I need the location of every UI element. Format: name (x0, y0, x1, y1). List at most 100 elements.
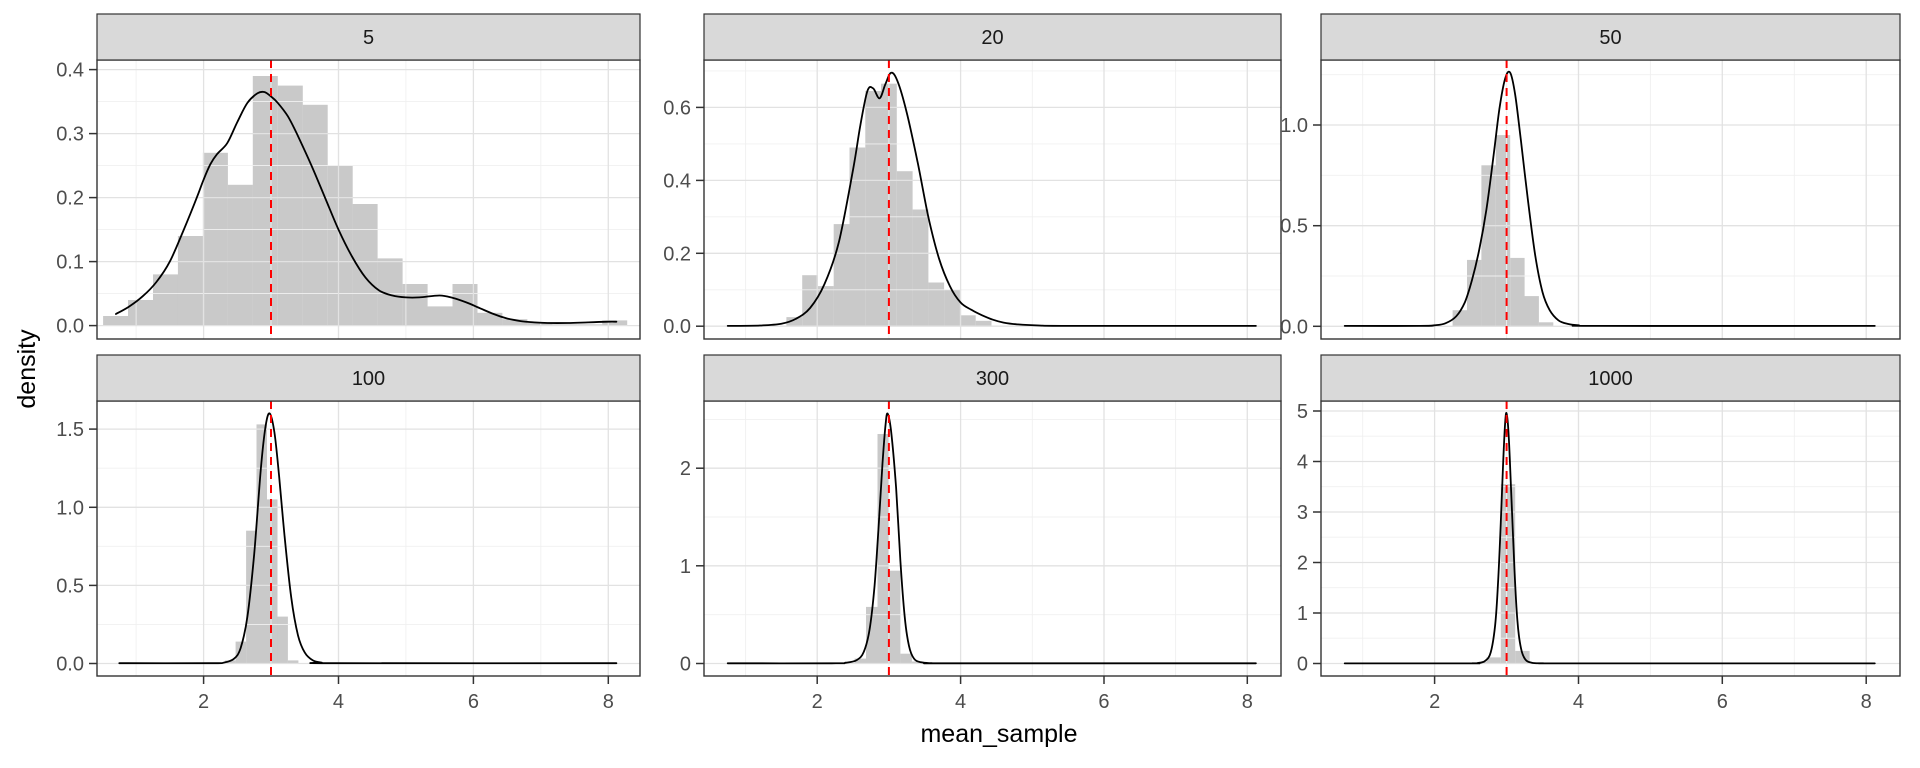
tick-label: 8 (603, 691, 614, 713)
panel-background (97, 401, 640, 676)
tick-label: 0.0 (56, 316, 84, 338)
histogram-bar (602, 320, 628, 326)
panel-background (704, 60, 1281, 339)
histogram-bar (246, 530, 257, 664)
histogram-bar (1486, 657, 1501, 664)
facet-strip-label: 5 (363, 27, 374, 49)
tick-label: 0.6 (663, 97, 691, 119)
tick-label: 0.5 (1280, 216, 1308, 238)
histogram-bar (1452, 310, 1467, 327)
facet-strip (703, 354, 1282, 402)
tick-label: 0.2 (663, 243, 691, 265)
histogram-bar (1481, 165, 1496, 327)
histogram-bar (786, 317, 803, 327)
histogram-bar (302, 104, 328, 326)
histogram-bar (225, 660, 236, 664)
histogram-bar (1524, 296, 1539, 327)
tick-label: 4 (333, 691, 344, 713)
facet-strip (96, 13, 641, 61)
tick-label: 8 (1861, 691, 1872, 713)
density-curve (118, 412, 618, 665)
histogram-bar (854, 658, 866, 664)
histogram-bar (877, 434, 889, 664)
facet-50: 50 0.0 0.5 1.0 (1280, 13, 1901, 340)
histogram-bar (975, 320, 992, 327)
histogram-bar (327, 165, 353, 326)
histogram-bar (833, 224, 850, 327)
histogram-bar (252, 76, 278, 326)
tick-label: 2 (1429, 691, 1440, 713)
histogram-bar (427, 306, 453, 326)
panel-background (1321, 401, 1900, 676)
histogram-bar (527, 323, 553, 326)
facet-strip (1320, 354, 1901, 402)
histogram-bar (287, 660, 299, 664)
histogram-bar (888, 570, 901, 664)
histogram-bar (959, 315, 976, 327)
tick-label: 0.2 (56, 188, 84, 210)
facet-5: 5 0.0 0.1 0.2 0.3 0.4 (56, 13, 641, 340)
tick-label: 0.0 (56, 654, 84, 676)
density-curve (1343, 70, 1876, 327)
histogram-bar (177, 236, 203, 326)
histogram-bar (577, 324, 603, 326)
histogram-bar (103, 316, 129, 326)
histogram-bar (900, 653, 912, 664)
facet-strip-label: 20 (981, 27, 1003, 49)
facet-strip-label: 100 (352, 368, 385, 390)
histogram-bar (865, 91, 882, 327)
tick-label: 1.0 (1280, 115, 1308, 137)
tick-label: 5 (1297, 401, 1308, 423)
tick-label: 4 (955, 691, 966, 713)
tick-label: 2 (198, 691, 209, 713)
histogram-bar (912, 209, 929, 327)
tick-label: 1.0 (56, 497, 84, 519)
facet-1000: 1000 0 1 2 3 4 5 2 4 6 8 (1297, 354, 1901, 713)
facet-100: 100 0.0 0.5 1.0 1.5 2 4 6 8 (56, 354, 641, 713)
tick-label: 0 (680, 654, 691, 676)
density-curve (115, 90, 618, 324)
tick-label: 6 (1098, 691, 1109, 713)
tick-label: 0.4 (56, 60, 84, 82)
facet-300: 300 0 1 2 2 4 6 8 (680, 354, 1282, 713)
tick-label: 0.0 (663, 316, 691, 338)
facet-20: 20 0.0 0.2 0.4 0.6 (663, 13, 1282, 340)
histogram-bar (402, 284, 428, 326)
facet-strip-label: 300 (976, 368, 1009, 390)
tick-label: 0.0 (1280, 316, 1308, 338)
histogram-bar (911, 661, 924, 664)
tick-label: 0.3 (56, 124, 84, 146)
histogram-bar (1495, 135, 1511, 327)
tick-label: 4 (1573, 691, 1584, 713)
tick-label: 0.4 (663, 170, 691, 192)
x-axis-title: mean_sample (920, 720, 1078, 748)
tick-label: 1 (680, 556, 691, 578)
histogram-bar (1510, 257, 1525, 327)
y-axis-title: density (13, 329, 41, 409)
tick-label: 0.5 (56, 575, 84, 597)
histogram-bar (849, 147, 866, 327)
panel-background (704, 401, 1281, 676)
tick-label: 3 (1297, 502, 1308, 524)
panel-background (1321, 60, 1900, 339)
facet-strip (96, 354, 641, 402)
tick-label: 6 (1717, 691, 1728, 713)
histogram-bar (1500, 484, 1516, 664)
histogram-bar (866, 606, 878, 664)
tick-label: 2 (1297, 552, 1308, 574)
histogram-bar (235, 641, 247, 664)
histogram-bar (277, 85, 303, 326)
facet-strip (703, 13, 1282, 61)
histogram-bar (267, 499, 278, 664)
histogram-bar (277, 616, 288, 664)
tick-label: 1.5 (56, 419, 84, 441)
density-curve (726, 71, 1257, 327)
facet-strip-label: 1000 (1588, 368, 1633, 390)
facet-strip (1320, 13, 1901, 61)
tick-label: 2 (680, 458, 691, 480)
histogram-bar (202, 152, 228, 326)
histogram-bar (818, 286, 834, 327)
tick-label: 1 (1297, 603, 1308, 625)
